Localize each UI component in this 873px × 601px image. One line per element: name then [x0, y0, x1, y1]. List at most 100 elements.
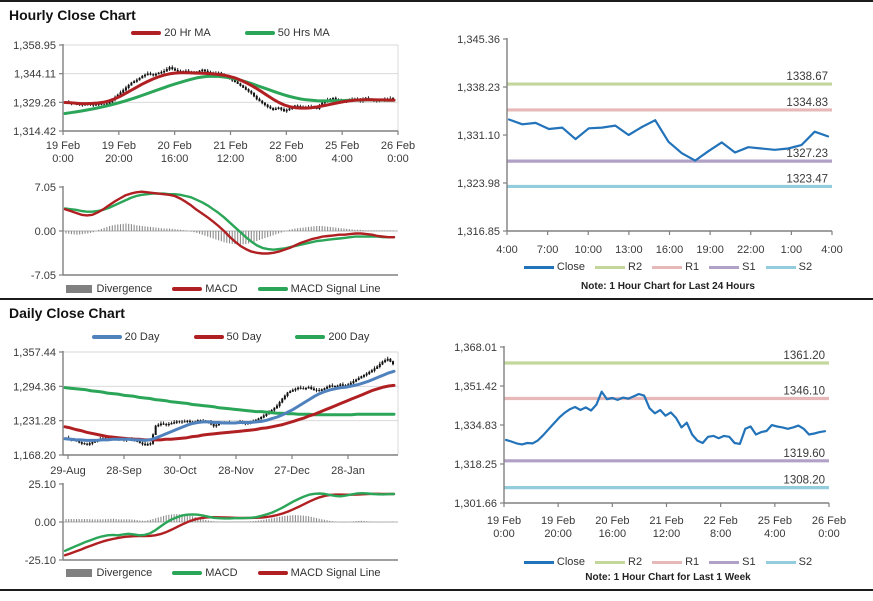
weekly_pivot-xtick: 16:00	[599, 528, 627, 540]
hourly_price-xtick: 21 Feb	[213, 140, 247, 152]
daily_price-xtick: 28-Jan	[331, 465, 365, 477]
legend-item-s1: S1	[709, 556, 756, 568]
legend-label: R1	[685, 556, 700, 568]
legend-hourly-pivot: Close R2 R1 S1 S2	[498, 261, 838, 273]
weekly_pivot-xtick: 12:00	[653, 528, 681, 540]
hourly_macd-ytick: 7.05	[35, 182, 56, 194]
legend-label: R2	[628, 556, 643, 568]
weekly_pivot-xtick: 25 Feb	[758, 515, 792, 527]
weekly_pivot-xtick: 19 Feb	[487, 515, 521, 527]
hourly_price-xtick: 25 Feb	[325, 140, 359, 152]
legend-item-s2: S2	[765, 556, 813, 568]
legend-item-divergence: Divergence	[65, 283, 152, 295]
weekly_pivot-xtick: 8:00	[710, 528, 731, 540]
hourly_price-ytick: 1,344.11	[14, 69, 56, 81]
daily_price-xtick: 28-Sep	[106, 465, 141, 477]
weekly_pivot-ytick: 1,318.25	[454, 459, 497, 471]
legend-item-close: Close	[523, 556, 585, 568]
daily_price-ytick: 1,231.28	[13, 416, 56, 428]
legend-item-r2: R2	[595, 556, 642, 568]
hourly_pivot-series-close	[507, 118, 830, 162]
hourly_price-series-50-hrs-ma	[63, 74, 396, 115]
hourly-pivot-note: Note: 1 Hour Chart for Last 24 Hours	[581, 281, 755, 292]
hourly_pivot-ytick: 1,316.85	[457, 226, 500, 238]
daily_price-ytick: 1,357.44	[13, 347, 56, 359]
hourly_macd-series-macd-signal-line	[63, 192, 396, 251]
legend-swatch	[709, 265, 740, 269]
legend-item-r1: R1	[652, 261, 699, 273]
daily_price-ytick: 1,294.36	[13, 381, 56, 393]
weekly_pivot-xtick: 20 Feb	[595, 515, 629, 527]
legend-label: S2	[798, 556, 813, 568]
weekly_pivot-level-label-s2: 1308.20	[783, 475, 825, 487]
legend-item-20-day: 20 Day	[91, 331, 160, 343]
weekly_pivot-ytick: 1,368.01	[454, 342, 497, 354]
legend-swatch	[295, 335, 326, 339]
hourly_price-xtick: 19 Feb	[102, 140, 136, 152]
legend-label: 200 Day	[328, 331, 370, 343]
divider-middle	[0, 298, 873, 300]
legend-swatch	[709, 560, 740, 564]
weekly_pivot-level-label-r2: 1361.20	[783, 350, 825, 362]
legend-item-divergence: Divergence	[65, 567, 152, 579]
hourly_pivot-xtick: 19:00	[696, 244, 724, 256]
hourly_price-xtick: 20:00	[105, 153, 133, 165]
weekly-pivot-note: Note: 1 Hour Chart for Last 1 Week	[585, 572, 751, 583]
legend-label: MACD	[205, 567, 238, 579]
legend-swatch	[523, 560, 554, 564]
hourly_price-ytick: 1,329.26	[13, 97, 56, 109]
legend-hourly-macd: Divergence MACD MACD Signal Line	[43, 283, 403, 295]
weekly_pivot-xtick: 4:00	[764, 528, 785, 540]
hourly_pivot-xtick: 4:00	[821, 244, 842, 256]
legend-swatch	[193, 335, 224, 339]
legend-label: S1	[742, 261, 756, 273]
weekly_pivot-xtick: 20:00	[544, 528, 572, 540]
legend-swatch	[523, 265, 554, 269]
weekly_pivot-xtick: 22 Feb	[704, 515, 738, 527]
daily_price-series-20-day	[63, 369, 396, 442]
legend-swatch	[765, 265, 796, 269]
hourly_pivot-xtick: 13:00	[615, 244, 643, 256]
legend-label: 20 Day	[124, 331, 160, 343]
legend-label: S2	[798, 261, 813, 273]
hourly_price-xtick: 20 Feb	[158, 140, 192, 152]
legend-daily-macd: Divergence MACD MACD Signal Line	[43, 567, 403, 579]
hourly_pivot-xtick: 16:00	[656, 244, 684, 256]
hourly_macd-ytick: -7.05	[31, 270, 56, 282]
hourly_pivot-level-label-s1: 1327.23	[786, 148, 828, 160]
hourly_pivot-ytick: 1,331.10	[457, 130, 500, 142]
legend-item-macd: MACD	[172, 567, 238, 579]
legend-item-s1: S1	[709, 261, 756, 273]
weekly_pivot-ytick: 1,351.42	[454, 381, 497, 393]
daily_macd-series-macd	[63, 492, 396, 552]
daily_price-series-200-day	[63, 386, 396, 417]
hourly_price-xtick: 0:00	[52, 153, 73, 165]
hourly_price-xtick: 19 Feb	[46, 140, 80, 152]
hourly_pivot-xtick: 22:00	[737, 244, 765, 256]
hourly_pivot-level-label-r1: 1334.83	[786, 97, 828, 109]
legend-swatch	[244, 31, 275, 35]
hourly_price-ytick: 1,358.95	[13, 40, 56, 52]
daily_macd-ytick: -25.10	[25, 555, 56, 567]
legend-label: 20 Hr MA	[164, 27, 211, 39]
hourly_macd-ytick: 0.00	[35, 226, 56, 238]
legend-item-200-day: 200 Day	[295, 331, 369, 343]
legend-label: R2	[628, 261, 643, 273]
hourly_pivot-ytick: 1,338.23	[457, 82, 500, 94]
legend-item-macd-signal-line: MACD Signal Line	[257, 283, 380, 295]
legend-swatch	[257, 287, 288, 291]
legend-item-macd-signal-line: MACD Signal Line	[257, 567, 380, 579]
hourly_price-xtick: 26 Feb	[381, 140, 415, 152]
legend-item-r1: R1	[652, 556, 699, 568]
weekly_pivot-level-label-r1: 1346.10	[783, 386, 825, 398]
divider-top	[0, 0, 873, 2]
daily_macd-chart: 25.10 0.00 -25.10	[25, 479, 398, 567]
legend-swatch	[652, 265, 683, 269]
weekly_pivot-ytick: 1,334.83	[454, 420, 497, 432]
legend-label: MACD	[205, 283, 238, 295]
daily_price-xtick: 28-Nov	[218, 465, 254, 477]
divider-bottom	[0, 589, 873, 591]
